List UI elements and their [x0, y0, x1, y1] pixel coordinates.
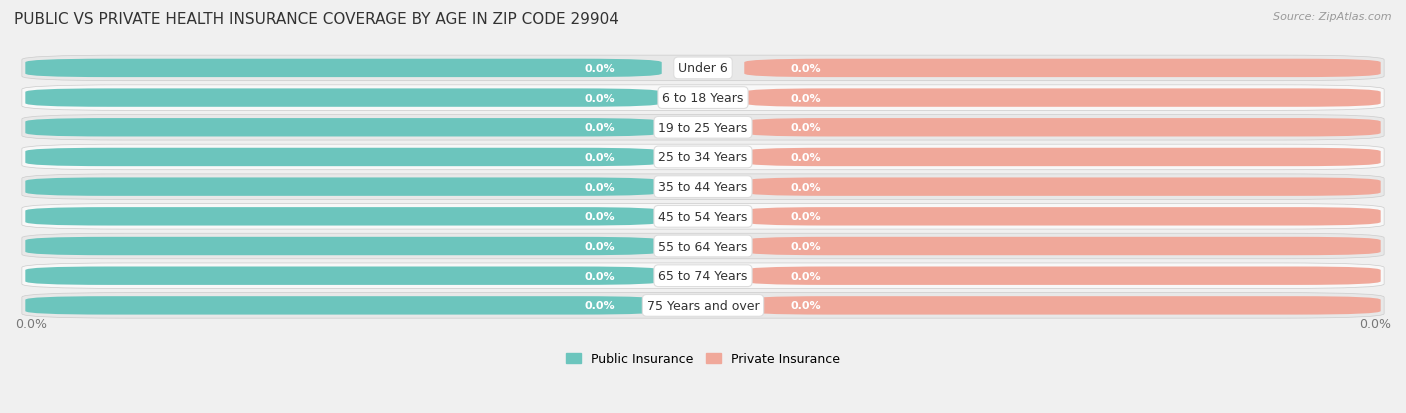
Text: 65 to 74 Years: 65 to 74 Years [658, 270, 748, 282]
FancyBboxPatch shape [25, 148, 662, 167]
Text: PUBLIC VS PRIVATE HEALTH INSURANCE COVERAGE BY AGE IN ZIP CODE 29904: PUBLIC VS PRIVATE HEALTH INSURANCE COVER… [14, 12, 619, 27]
FancyBboxPatch shape [744, 237, 1381, 256]
Text: 6 to 18 Years: 6 to 18 Years [662, 92, 744, 105]
FancyBboxPatch shape [25, 119, 662, 137]
Text: 0.0%: 0.0% [792, 64, 821, 74]
Text: Source: ZipAtlas.com: Source: ZipAtlas.com [1274, 12, 1392, 22]
FancyBboxPatch shape [22, 115, 1384, 141]
FancyBboxPatch shape [25, 297, 662, 315]
Text: 25 to 34 Years: 25 to 34 Years [658, 151, 748, 164]
Text: 0.0%: 0.0% [792, 301, 821, 311]
FancyBboxPatch shape [25, 59, 662, 78]
Text: 19 to 25 Years: 19 to 25 Years [658, 121, 748, 135]
Text: 0.0%: 0.0% [585, 212, 614, 222]
FancyBboxPatch shape [22, 85, 1384, 111]
Text: 75 Years and over: 75 Years and over [647, 299, 759, 312]
FancyBboxPatch shape [22, 263, 1384, 289]
Text: 0.0%: 0.0% [585, 152, 614, 163]
Text: Under 6: Under 6 [678, 62, 728, 75]
FancyBboxPatch shape [22, 145, 1384, 170]
Text: 0.0%: 0.0% [792, 123, 821, 133]
FancyBboxPatch shape [22, 293, 1384, 318]
Text: 0.0%: 0.0% [585, 301, 614, 311]
Text: 45 to 54 Years: 45 to 54 Years [658, 210, 748, 223]
FancyBboxPatch shape [744, 178, 1381, 196]
Text: 0.0%: 0.0% [585, 123, 614, 133]
Text: 0.0%: 0.0% [792, 182, 821, 192]
FancyBboxPatch shape [744, 119, 1381, 137]
FancyBboxPatch shape [25, 178, 662, 196]
Text: 0.0%: 0.0% [585, 242, 614, 252]
Legend: Public Insurance, Private Insurance: Public Insurance, Private Insurance [561, 347, 845, 370]
Text: 0.0%: 0.0% [792, 242, 821, 252]
FancyBboxPatch shape [25, 267, 662, 285]
FancyBboxPatch shape [744, 59, 1381, 78]
Text: 0.0%: 0.0% [792, 212, 821, 222]
Text: 0.0%: 0.0% [1360, 318, 1391, 330]
FancyBboxPatch shape [744, 297, 1381, 315]
FancyBboxPatch shape [744, 208, 1381, 226]
FancyBboxPatch shape [744, 148, 1381, 167]
FancyBboxPatch shape [25, 208, 662, 226]
FancyBboxPatch shape [744, 89, 1381, 107]
Text: 0.0%: 0.0% [585, 93, 614, 103]
FancyBboxPatch shape [22, 234, 1384, 259]
Text: 35 to 44 Years: 35 to 44 Years [658, 181, 748, 194]
Text: 0.0%: 0.0% [585, 64, 614, 74]
Text: 0.0%: 0.0% [15, 318, 46, 330]
Text: 0.0%: 0.0% [792, 152, 821, 163]
Text: 0.0%: 0.0% [585, 271, 614, 281]
Text: 0.0%: 0.0% [792, 93, 821, 103]
Text: 0.0%: 0.0% [585, 182, 614, 192]
FancyBboxPatch shape [744, 267, 1381, 285]
Text: 0.0%: 0.0% [792, 271, 821, 281]
FancyBboxPatch shape [25, 89, 662, 107]
FancyBboxPatch shape [22, 204, 1384, 230]
Text: 55 to 64 Years: 55 to 64 Years [658, 240, 748, 253]
FancyBboxPatch shape [25, 237, 662, 256]
FancyBboxPatch shape [22, 56, 1384, 81]
FancyBboxPatch shape [22, 174, 1384, 200]
